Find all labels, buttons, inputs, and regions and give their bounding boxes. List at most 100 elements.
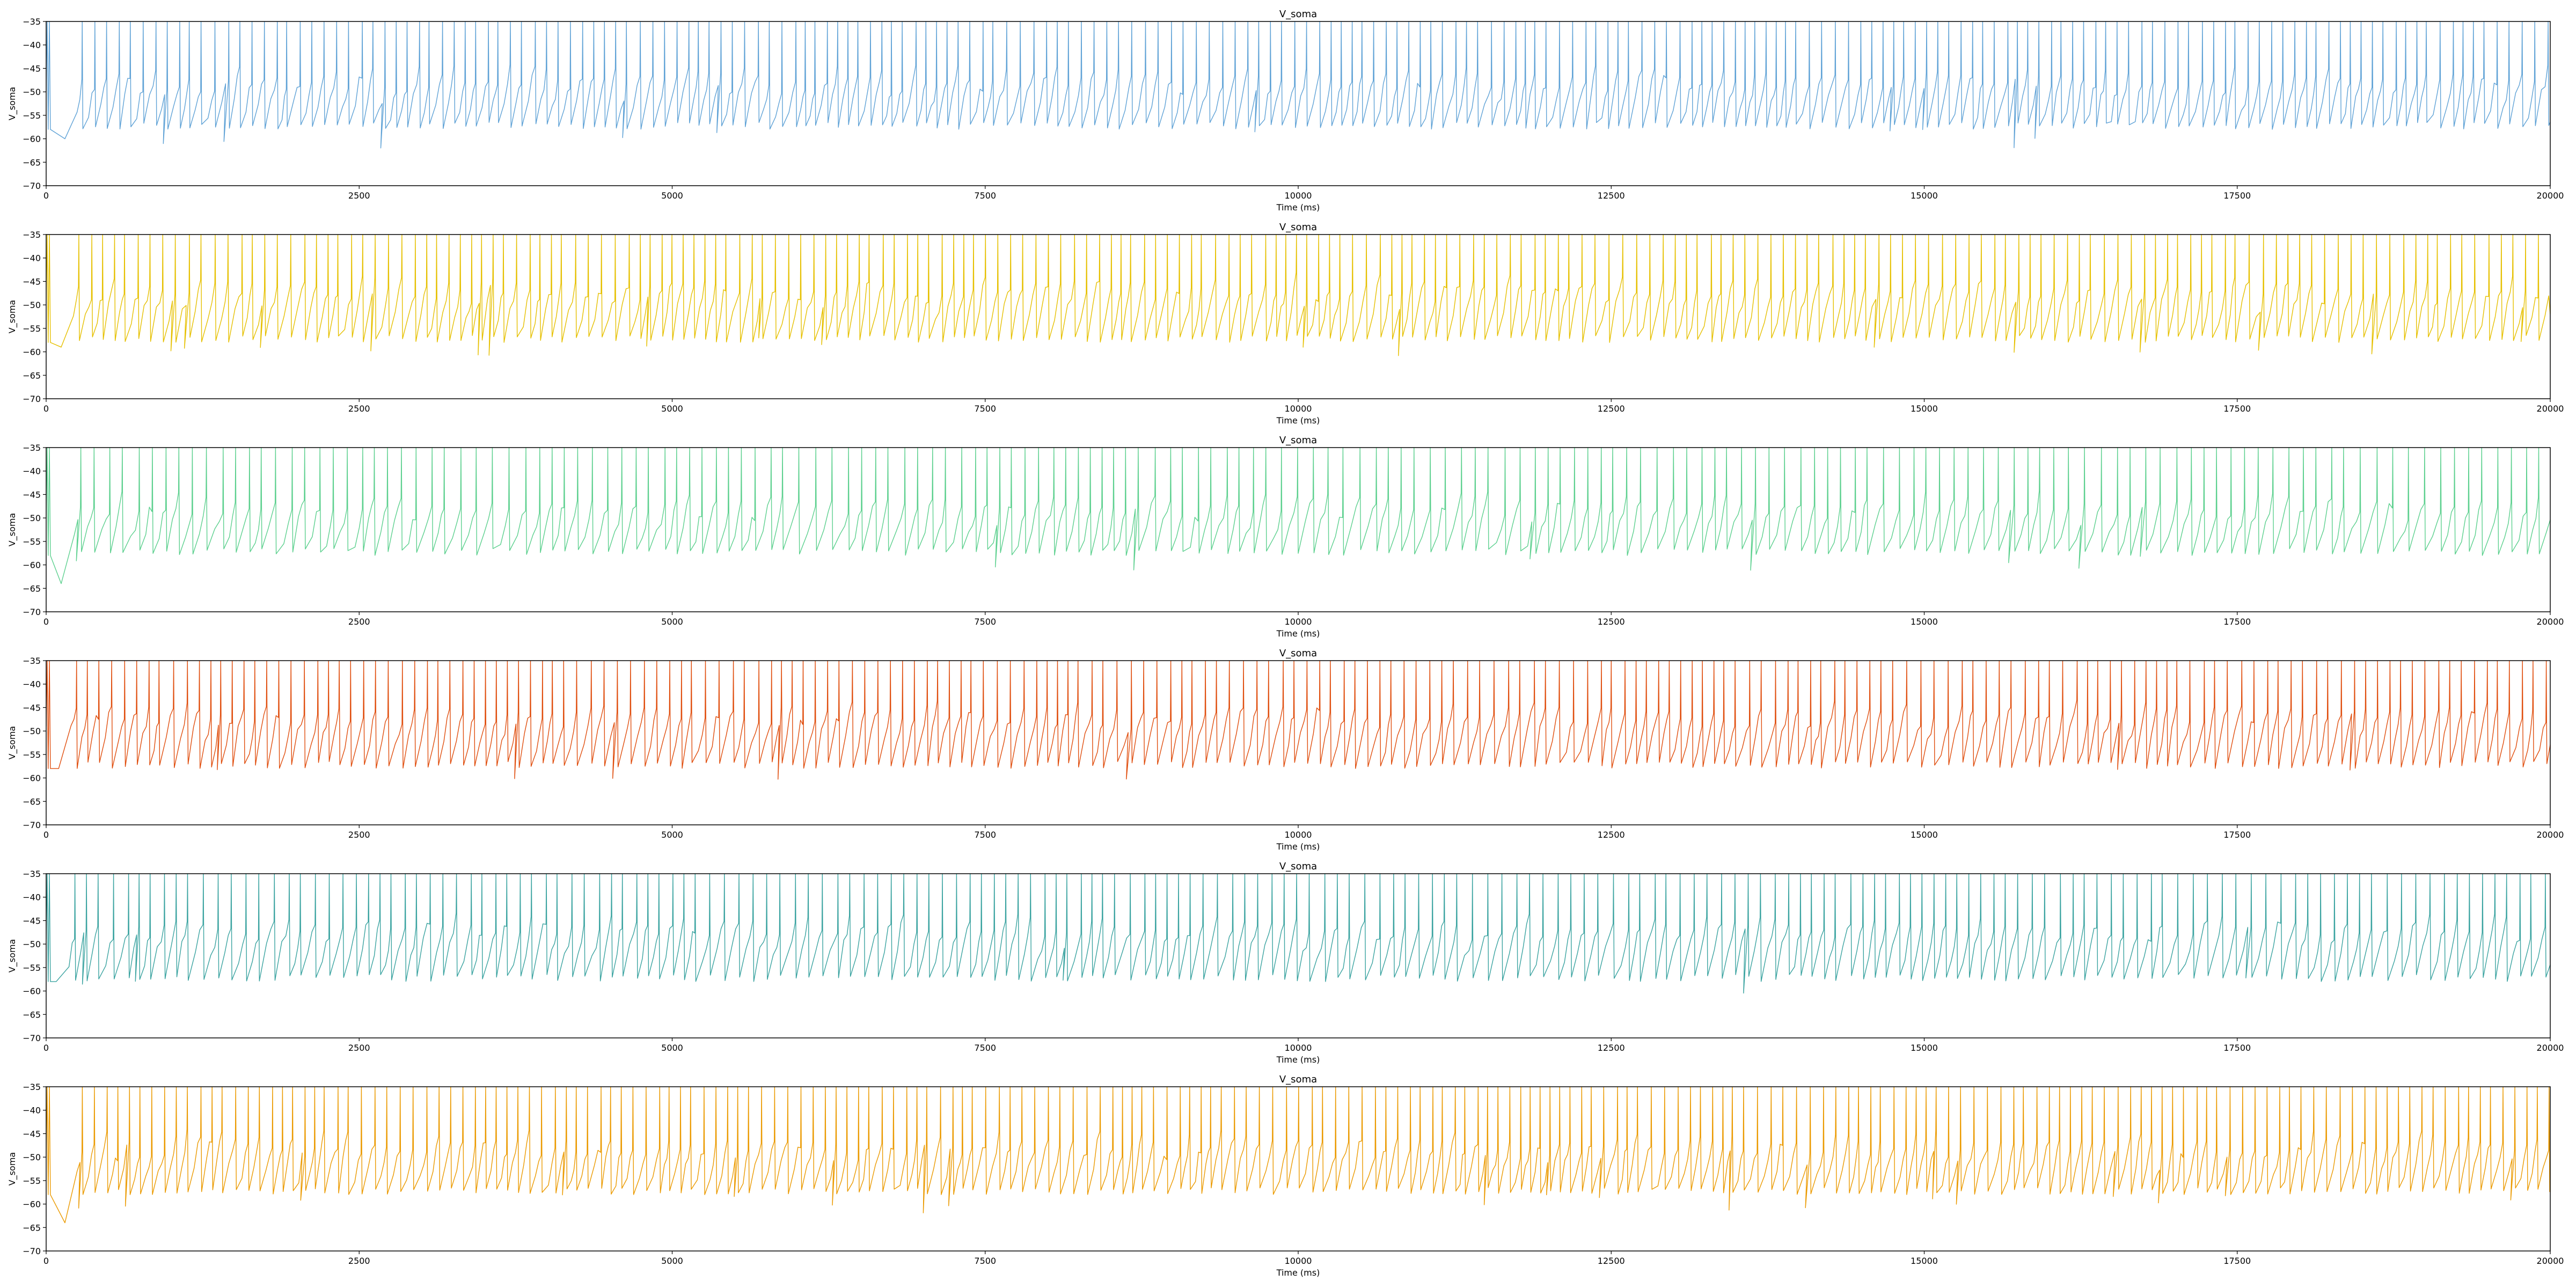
- y-tick-label: −50: [23, 87, 41, 97]
- y-tick-label: −70: [23, 607, 41, 617]
- y-axis-label: V_soma: [7, 1152, 18, 1185]
- y-tick-label: −40: [23, 679, 41, 690]
- x-tick-label: 5000: [661, 830, 683, 840]
- voltage-trace-series-1: [46, 448, 2550, 584]
- x-tick-label: 7500: [974, 617, 996, 627]
- plot-frame: [46, 21, 2551, 186]
- x-tick-label: 12500: [1598, 1256, 1625, 1266]
- y-tick-label: −70: [23, 394, 41, 404]
- x-tick-label: 7500: [974, 191, 996, 201]
- chart-panel-1: V_soma 0 2500 5000 7500 10000 12500 15000 17500 2…: [7, 9, 2564, 213]
- voltage-trace-series-1: [46, 235, 2550, 356]
- x-tick-label: 5000: [661, 1043, 683, 1053]
- x-axis-label: Time (ms): [1276, 1055, 1320, 1065]
- x-tick-label: 2500: [348, 1043, 370, 1053]
- y-tick-label: −35: [23, 1082, 41, 1092]
- x-tick-label: 7500: [974, 830, 996, 840]
- y-tick-label: −65: [23, 370, 41, 380]
- x-tick-label: 20000: [2537, 830, 2564, 840]
- chart-title: V_soma: [1279, 648, 1317, 659]
- y-tick-label: −65: [23, 796, 41, 807]
- x-tick-label: 12500: [1598, 830, 1625, 840]
- x-tick-label: 0: [43, 617, 49, 627]
- x-tick-label: 20000: [2537, 617, 2564, 627]
- x-tick-label: 17500: [2223, 830, 2251, 840]
- y-tick-label: −70: [23, 1246, 41, 1256]
- y-tick-label: −45: [23, 276, 41, 287]
- x-tick-label: 15000: [1911, 191, 1938, 201]
- chart-title: V_soma: [1279, 9, 1317, 20]
- x-tick-label: 0: [43, 1043, 49, 1053]
- y-tick-label: −40: [23, 892, 41, 903]
- x-tick-label: 2500: [348, 617, 370, 627]
- y-tick-label: −45: [23, 63, 41, 74]
- x-axis-label: Time (ms): [1276, 415, 1320, 426]
- y-tick-label: −60: [23, 560, 41, 570]
- x-tick-label: 10000: [1285, 830, 1312, 840]
- chart-panel-5: V_soma 0 2500 5000 7500 10000 12500 15000 17500 2…: [7, 861, 2564, 1065]
- y-tick-label: −35: [23, 869, 41, 879]
- y-tick-label: −65: [23, 157, 41, 167]
- x-tick-label: 17500: [2223, 617, 2251, 627]
- y-tick-label: −35: [23, 230, 41, 240]
- y-tick-label: −45: [23, 916, 41, 926]
- y-tick-label: −65: [23, 583, 41, 594]
- y-tick-label: −45: [23, 702, 41, 713]
- y-axis-label: V_soma: [7, 87, 18, 120]
- y-tick-label: −55: [23, 324, 41, 334]
- x-tick-label: 17500: [2223, 191, 2251, 201]
- x-tick-label: 15000: [1911, 830, 1938, 840]
- y-tick-label: −35: [23, 443, 41, 453]
- x-tick-label: 12500: [1598, 404, 1625, 414]
- y-axis-label: V_soma: [7, 513, 18, 546]
- plot-frame: [46, 873, 2551, 1038]
- y-tick-label: −50: [23, 513, 41, 523]
- y-tick-label: −60: [23, 347, 41, 357]
- chart-title: V_soma: [1279, 222, 1317, 233]
- y-tick-label: −55: [23, 111, 41, 121]
- x-tick-label: 2500: [348, 404, 370, 414]
- y-tick-label: −55: [23, 1176, 41, 1186]
- y-tick-label: −70: [23, 820, 41, 830]
- y-tick-label: −70: [23, 1033, 41, 1043]
- x-tick-label: 17500: [2223, 1256, 2251, 1266]
- voltage-trace-series-1: [46, 1087, 2550, 1224]
- y-tick-label: −40: [23, 253, 41, 264]
- x-tick-label: 5000: [661, 191, 683, 201]
- y-tick-label: −60: [23, 134, 41, 144]
- chart-title: V_soma: [1279, 435, 1317, 446]
- x-tick-label: 5000: [661, 617, 683, 627]
- x-tick-label: 7500: [974, 1043, 996, 1053]
- x-tick-label: 17500: [2223, 404, 2251, 414]
- y-tick-label: −55: [23, 537, 41, 547]
- x-axis-label: Time (ms): [1276, 841, 1320, 852]
- voltage-trace-series-1: [46, 21, 2550, 149]
- y-tick-label: −50: [23, 726, 41, 736]
- y-tick-label: −40: [23, 40, 41, 50]
- x-tick-label: 0: [43, 1256, 49, 1266]
- chart-panel-4: V_soma 0 2500 5000 7500 10000 12500 15000 17500 2…: [7, 648, 2564, 852]
- y-tick-label: −60: [23, 1199, 41, 1210]
- y-tick-label: −50: [23, 1152, 41, 1162]
- voltage-trace-series-1: [46, 661, 2550, 780]
- y-tick-label: −40: [23, 466, 41, 477]
- chart-panel-6: V_soma 0 2500 5000 7500 10000 12500 15000 17500 2…: [7, 1074, 2564, 1278]
- x-tick-label: 0: [43, 191, 49, 201]
- y-tick-label: −50: [23, 300, 41, 310]
- x-tick-label: 20000: [2537, 191, 2564, 201]
- plot-frame: [46, 234, 2551, 399]
- x-tick-label: 0: [43, 404, 49, 414]
- y-tick-label: −55: [23, 750, 41, 760]
- x-tick-label: 2500: [348, 191, 370, 201]
- x-tick-label: 15000: [1911, 404, 1938, 414]
- y-tick-label: −45: [23, 489, 41, 500]
- x-tick-label: 2500: [348, 1256, 370, 1266]
- x-tick-label: 5000: [661, 1256, 683, 1266]
- y-tick-label: −70: [23, 181, 41, 191]
- x-axis-label: Time (ms): [1276, 1268, 1320, 1278]
- chart-panel-2: V_soma 0 2500 5000 7500 10000 12500 15000 17500 2…: [7, 222, 2564, 426]
- y-tick-label: −45: [23, 1129, 41, 1139]
- voltage-trace-series-1: [46, 874, 2550, 994]
- y-tick-label: −65: [23, 1223, 41, 1233]
- x-tick-label: 7500: [974, 1256, 996, 1266]
